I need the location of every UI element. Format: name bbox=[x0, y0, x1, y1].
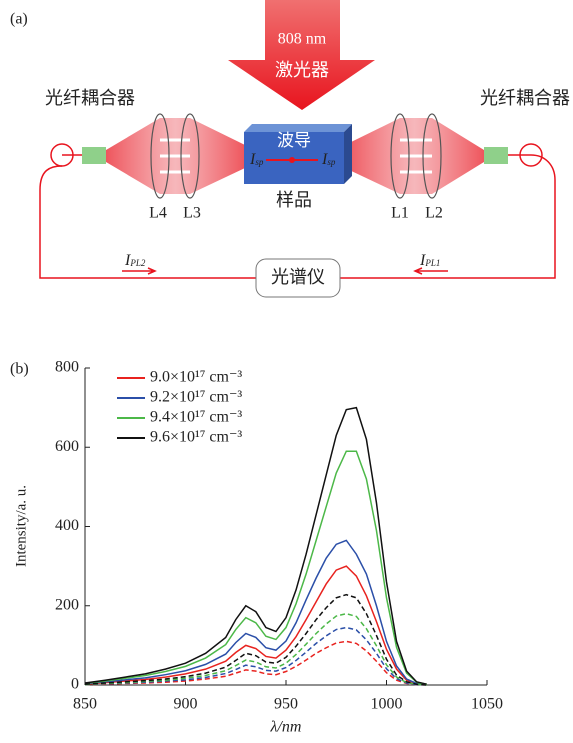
figure: (a) 808 nm 激光器 光纤耦合器 光纤耦合器 波导 Isp Isp 样品… bbox=[0, 0, 573, 743]
coupler bbox=[484, 147, 508, 164]
y-tick-label: 0 bbox=[71, 676, 79, 693]
sample-label: 样品 bbox=[276, 190, 312, 210]
laser-label: 激光器 bbox=[275, 60, 329, 80]
panel-label: (a) bbox=[10, 11, 28, 28]
sp-sub: sp bbox=[327, 157, 336, 167]
panel-label: (b) bbox=[10, 361, 29, 378]
x-tick-label: 950 bbox=[274, 696, 298, 713]
spectrometer-label: 光谱仪 bbox=[271, 267, 325, 287]
legend-label: 9.2×10¹⁷ cm⁻³ bbox=[150, 389, 242, 406]
pl-arrow bbox=[415, 268, 448, 274]
y-tick-label: 200 bbox=[55, 596, 79, 613]
laser-arrow bbox=[228, 0, 375, 110]
legend-label: 9.6×10¹⁷ cm⁻³ bbox=[150, 429, 242, 446]
x-tick-label: 850 bbox=[73, 696, 97, 713]
coupler-label: 光纤耦合器 bbox=[480, 88, 570, 108]
lens-label: L3 bbox=[183, 205, 201, 222]
pl-label: IPL2 bbox=[124, 252, 146, 269]
y-axis-title: Intensity/a. u. bbox=[13, 485, 29, 567]
y-tick-label: 400 bbox=[55, 517, 79, 534]
emitter bbox=[289, 157, 295, 163]
coupler bbox=[82, 147, 106, 164]
lens-label: L2 bbox=[425, 205, 443, 222]
y-tick-label: 800 bbox=[55, 359, 79, 376]
pl-sub: PL1 bbox=[424, 258, 440, 268]
x-tick-label: 1000 bbox=[371, 696, 403, 713]
legend-label: 9.4×10¹⁷ cm⁻³ bbox=[150, 409, 242, 426]
pl-label: IPL1 bbox=[419, 252, 440, 269]
lens-label: L1 bbox=[391, 205, 409, 222]
legend-label: 9.0×10¹⁷ cm⁻³ bbox=[150, 369, 242, 386]
coupler-label: 光纤耦合器 bbox=[45, 88, 135, 108]
lens-label: L4 bbox=[149, 205, 167, 222]
sp-sub: sp bbox=[255, 157, 264, 167]
x-axis-title: λ/nm bbox=[270, 719, 302, 736]
waveguide-side bbox=[344, 124, 352, 184]
pl-arrow bbox=[122, 268, 155, 274]
series-line bbox=[85, 566, 427, 684]
pl-sub: PL2 bbox=[129, 258, 146, 268]
laser-power: 808 nm bbox=[278, 31, 327, 48]
x-tick-label: 1050 bbox=[471, 696, 503, 713]
waveguide-label: 波导 bbox=[277, 131, 311, 150]
x-tick-label: 900 bbox=[174, 696, 198, 713]
y-tick-label: 600 bbox=[55, 438, 79, 455]
